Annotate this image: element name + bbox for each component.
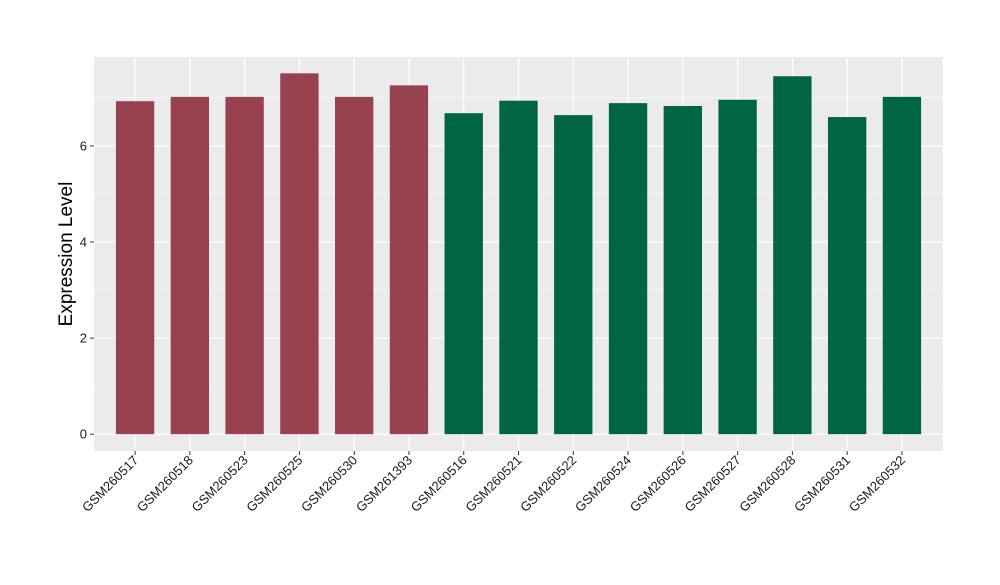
x-tick-label: GSM260518 bbox=[134, 453, 196, 515]
bar bbox=[773, 76, 812, 435]
y-tick-label: 4 bbox=[80, 234, 87, 249]
y-tick-label: 2 bbox=[80, 331, 87, 346]
bar bbox=[663, 106, 702, 435]
bar bbox=[827, 117, 867, 435]
x-tick-label: GSM260527 bbox=[681, 453, 743, 515]
bars bbox=[115, 73, 922, 435]
y-axis: 0 2 4 6 bbox=[80, 138, 94, 442]
bar bbox=[608, 103, 648, 435]
x-tick-label: GSM260521 bbox=[462, 453, 524, 515]
bar bbox=[225, 96, 264, 435]
bar bbox=[280, 73, 319, 435]
x-tick-label: GSM260531 bbox=[791, 453, 853, 515]
x-tick-label: GSM260525 bbox=[243, 453, 305, 515]
bar bbox=[115, 101, 155, 435]
x-tick-label: GSM260528 bbox=[736, 453, 798, 515]
bar bbox=[499, 100, 538, 435]
x-tick-label: GSM260532 bbox=[846, 453, 908, 515]
y-tick-label: 0 bbox=[80, 427, 87, 442]
x-tick-label: GSM260522 bbox=[517, 453, 579, 515]
bar bbox=[335, 96, 374, 435]
y-tick-label: 6 bbox=[80, 138, 87, 153]
x-tick-label: GSM260516 bbox=[408, 453, 470, 515]
bar bbox=[444, 113, 483, 435]
bar bbox=[170, 96, 210, 435]
bar bbox=[389, 85, 429, 435]
bar bbox=[718, 99, 757, 435]
x-axis: GSM260517GSM260518GSM260523GSM260525GSM2… bbox=[79, 451, 908, 515]
bar bbox=[882, 96, 922, 435]
bar bbox=[554, 115, 593, 435]
x-tick-label: GSM261393 bbox=[353, 453, 415, 515]
y-axis-title: Expression Level bbox=[56, 182, 77, 327]
x-tick-label: GSM260524 bbox=[572, 453, 634, 515]
x-tick-label: GSM260517 bbox=[79, 453, 141, 515]
x-tick-label: GSM260530 bbox=[298, 453, 360, 515]
x-tick-label: GSM260523 bbox=[189, 453, 251, 515]
x-tick-label: GSM260526 bbox=[627, 453, 689, 515]
